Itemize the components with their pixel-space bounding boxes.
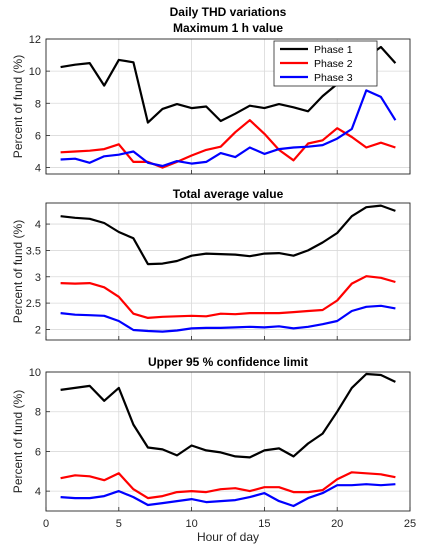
legend-label: Phase 3 [314,72,353,84]
y-tick-label: 2.5 [26,298,41,310]
chart-title: Upper 95 % confidence limit [148,355,308,369]
y-tick-label: 3.5 [26,245,41,257]
series-line-phase-2 [60,275,396,319]
axes-frame [45,202,411,341]
y-tick-label: 8 [35,407,41,419]
x-tick-label: 15 [258,518,270,530]
y-tick-label: 4 [35,163,41,175]
x-tick-label: 0 [43,518,49,530]
chart-title: Daily THD variations [170,5,287,19]
chart-title: Total average value [173,187,284,201]
y-tick-label: 4 [35,486,41,498]
series-line-phase-2 [60,119,396,169]
x-tick-label: 20 [331,518,343,530]
chart-panel-2: 2 2.5 3 3.5 4 Total average value Percent of f… [11,187,411,341]
x-tick-label: 25 [404,518,416,530]
y-tick-label: 6 [35,446,41,458]
legend-label: Phase 1 [314,44,353,56]
chart-panel-1: 4 6 8 10 12 Daily THD variations Maximum 1 h v… [11,5,411,175]
series-line-phase-3 [60,304,396,333]
series-line-phase-3 [60,89,397,168]
y-axis-label: Percent of fund (%) [11,220,25,323]
y-axis-label: Percent of fund (%) [11,55,25,158]
y-tick-label: 12 [29,34,41,46]
series-line-phase-1 [60,372,396,459]
y-tick-label: 8 [35,98,41,110]
y-axis-label: Percent of fund (%) [11,390,25,493]
series-line-phase-3 [60,483,396,508]
y-tick-label: 10 [29,66,41,78]
x-tick-label: 5 [116,518,122,530]
legend-label: Phase 2 [314,58,353,70]
x-tick-label: 10 [185,518,197,530]
y-tick-label: 2 [35,324,41,336]
series-line-phase-2 [60,471,396,500]
x-axis-label: Hour of day [197,530,259,544]
chart-subtitle: Maximum 1 h value [173,21,283,35]
y-tick-label: 4 [35,219,41,231]
y-tick-label: 3 [35,272,41,284]
series-line-phase-1 [60,204,396,266]
legend: Phase 1 Phase 2 Phase 3 [273,40,378,87]
axes-frame [45,371,411,512]
axes-frame [45,38,411,175]
chart-panel-3: 0 5 10 15 20 25 4 6 8 10 Upper 95 % confidence lim… [11,355,416,544]
y-tick-label: 10 [29,367,41,379]
y-tick-label: 6 [35,130,41,142]
